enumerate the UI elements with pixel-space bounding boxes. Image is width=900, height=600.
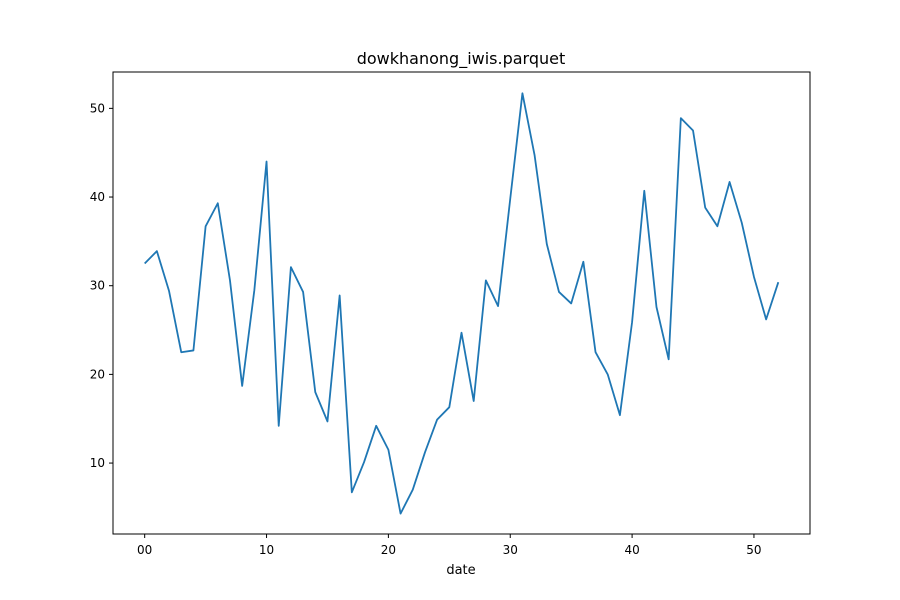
x-tick-label: 10 xyxy=(259,543,274,557)
x-tick-label: 50 xyxy=(746,543,761,557)
x-tick-label: 40 xyxy=(624,543,639,557)
x-tick-label: 00 xyxy=(137,543,152,557)
axis-ticks: 00 10 20 30 40 50 10 20 30 40 50 xyxy=(90,101,762,557)
x-tick-label: 30 xyxy=(503,543,518,557)
y-tick-label: 20 xyxy=(90,367,105,381)
x-axis-label: date xyxy=(446,563,475,578)
axes-frame xyxy=(112,71,811,535)
x-tick-label: 20 xyxy=(381,543,396,557)
chart-title: dowkhanong_iwis.parquet xyxy=(357,49,566,69)
y-tick-label: 50 xyxy=(90,101,105,115)
plot-area xyxy=(144,92,780,515)
y-tick-label: 40 xyxy=(90,190,105,204)
series-line xyxy=(144,92,780,515)
y-tick-label: 30 xyxy=(90,279,105,293)
y-tick-label: 10 xyxy=(90,456,105,470)
